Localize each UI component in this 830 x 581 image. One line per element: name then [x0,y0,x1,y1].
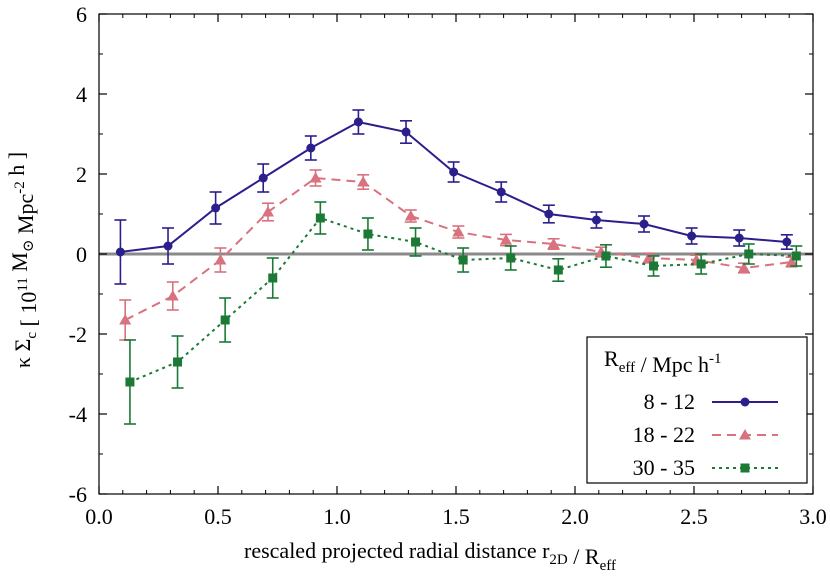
x-tick-label: 0.0 [85,504,113,529]
data-point [744,249,754,259]
data-point [547,238,560,249]
y-tick-label: 0 [76,242,87,267]
data-point [125,377,135,387]
data-point [268,273,278,283]
x-tick-label: 1.5 [442,504,470,529]
data-point [506,253,516,263]
legend-label: 8 - 12 [644,389,695,414]
data-point [258,173,268,183]
data-point [119,314,132,325]
series-line [129,216,797,383]
data-point [496,187,506,197]
data-point [591,215,601,225]
legend-label: 30 - 35 [633,455,695,480]
data-point [211,203,221,213]
data-point [220,315,230,325]
data-point [499,234,512,245]
legend: Reff / Mpc h-1 8 - 12 18 - 22 30 - 35 [586,336,808,484]
legend-item: 30 - 35 [633,455,778,480]
data-point [449,167,459,177]
legend-title: Reff / Mpc h-1 [604,346,722,377]
y-tick-label: -2 [69,322,87,347]
data-point [353,117,363,127]
y-tick-label: 4 [76,82,87,107]
x-tick-label: 3.0 [799,504,827,529]
data-point [166,290,179,301]
legend-item: 18 - 22 [633,422,778,447]
data-point [214,254,227,265]
series-18-22 [119,169,798,341]
data-point [601,251,611,261]
data-point [315,213,325,223]
legend-marker [740,463,750,473]
data-point [642,252,655,263]
series-line [120,120,787,253]
data-point [115,247,125,257]
data-point [458,255,468,265]
data-point [553,265,563,275]
data-point [734,233,744,243]
data-point [639,219,649,229]
data-point [791,251,801,261]
legend-item: 8 - 12 [644,389,778,414]
legend-label: 18 - 22 [633,422,695,447]
y-tick-label: -4 [69,402,87,427]
x-tick-label: 2.5 [680,504,708,529]
series-8-12 [114,109,793,285]
y-tick-label: 6 [76,2,87,27]
x-tick-label: 1.0 [323,504,351,529]
data-point [782,237,792,247]
data-point [357,176,370,187]
series-30-35 [123,201,803,425]
data-point [163,241,173,251]
y-tick-label: 2 [76,162,87,187]
data-point [649,261,659,271]
data-point [687,231,697,241]
data-point [363,229,373,239]
x-tick-label: 0.5 [204,504,232,529]
data-point [309,172,322,183]
y-tick-label: -6 [69,482,87,507]
data-point [173,357,183,367]
legend-marker [740,397,750,407]
data-point [404,210,417,221]
legend-box [586,336,808,484]
legend-marker [739,429,751,440]
data-point [544,209,554,219]
data-point [411,237,421,247]
data-point [401,127,411,137]
data-point [261,206,274,217]
data-point [452,226,465,237]
data-point [696,259,706,269]
y-axis-title: κ Σc [ 1011 M⊙ Mpc-2 h ] [4,152,41,368]
x-axis-title: rescaled projected radial distance r2D /… [244,538,616,574]
x-tick-label: 2.0 [561,504,589,529]
data-point [306,143,316,153]
data-point [785,256,798,267]
data-point [737,262,750,273]
